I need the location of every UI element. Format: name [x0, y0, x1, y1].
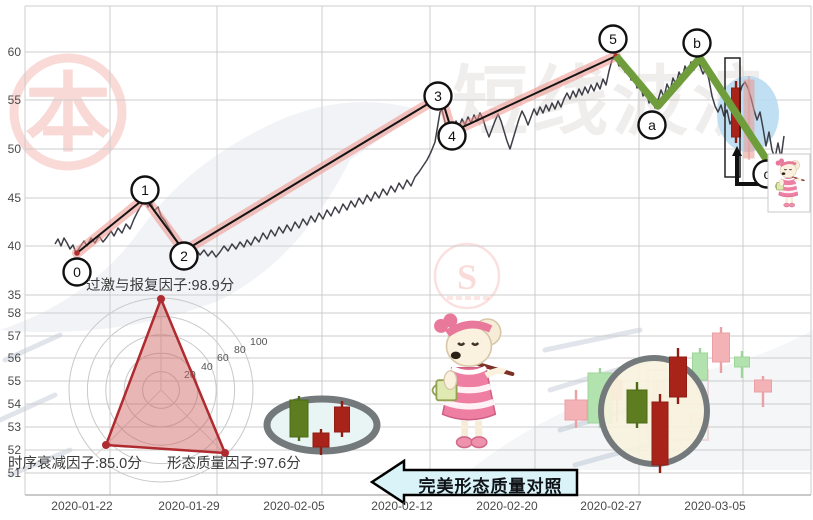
- radar-ring-label: 20: [184, 369, 196, 381]
- solid-candles: [289, 348, 687, 473]
- callout-label: 完美形态质量对照: [418, 477, 563, 496]
- wave-circle-4: [437, 121, 467, 151]
- radar-vertex-dot: [102, 441, 110, 449]
- wave-circle-label-3: 3: [434, 88, 442, 104]
- wave-fragment-watermark: [0, 392, 58, 423]
- x-tick-label: 2020-01-29: [158, 499, 220, 513]
- wave-circle-2: [169, 241, 199, 271]
- candle-body: [289, 399, 309, 438]
- impulse-wave-line: [76, 55, 617, 254]
- y-tick-label-top: 40: [7, 239, 21, 253]
- impulse-vertex-dot: [74, 250, 80, 256]
- radar-spoke: [160, 389, 227, 456]
- y-tick-label-top: 60: [7, 45, 21, 59]
- factor-label-overshoot-retaliation: 过激与报复因子:98.9分: [86, 278, 235, 294]
- candle-body: [712, 332, 730, 363]
- wave-circle-0: [62, 257, 92, 287]
- candle-body: [743, 79, 755, 159]
- y-tick-label-top: 35: [7, 288, 21, 302]
- x-tick-label: 2020-02-05: [263, 499, 325, 513]
- y-tick-label-bottom: 58: [7, 306, 21, 320]
- wave-circle-label-b: b: [693, 35, 701, 51]
- wave-circle-label-1: 1: [141, 182, 149, 198]
- candle-body: [564, 399, 588, 421]
- radar-ring-label: 40: [201, 361, 213, 373]
- y-tick-label-top: 55: [7, 93, 21, 107]
- wave-fragment-watermark: [2, 332, 63, 363]
- x-tick-label: 2020-02-12: [371, 499, 433, 513]
- x-tick-label: 2020-02-27: [580, 499, 642, 513]
- correction-wave-line: [613, 53, 774, 168]
- y-tick-label-bottom: 54: [7, 397, 21, 411]
- y-tick-label-top: 45: [7, 191, 21, 205]
- red-seal-circle-watermark: [9, 53, 127, 171]
- wave-circle-1: [130, 175, 160, 205]
- factor-label-time-decay: 时序衰减因子:85.0分: [8, 456, 142, 472]
- wave-circle-label-a: a: [648, 117, 656, 133]
- wave-circle-a: [637, 110, 667, 140]
- x-tick-label: 2020-03-05: [684, 499, 746, 513]
- candle-body: [334, 406, 350, 433]
- x-tick-label: 2020-02-20: [476, 499, 538, 513]
- s-badge-dots-watermark: [456, 296, 462, 300]
- wave-circle-label-c: c: [764, 166, 771, 182]
- wave-circle-label-2: 2: [180, 248, 188, 264]
- s-badge-dots-watermark: [474, 296, 480, 300]
- wave-circle-3: [423, 81, 453, 111]
- wave-circle-label-4: 4: [448, 128, 456, 144]
- wave-circle-b: [682, 28, 712, 58]
- s-badge-letter-watermark: S: [457, 257, 477, 297]
- radar-score-triangle: [104, 297, 227, 455]
- red-seal-char-watermark: 本: [25, 66, 111, 162]
- radar-ring-label: 100: [250, 336, 268, 348]
- radar-vertex-dot: [221, 449, 229, 457]
- radar-chart: 20 40 60 80 100: [68, 295, 268, 483]
- candle-body: [734, 356, 750, 368]
- wave-circle-label-5: 5: [609, 31, 617, 47]
- candle-body: [312, 432, 330, 448]
- candle-body: [651, 401, 669, 466]
- y-tick-label-bottom: 57: [7, 329, 21, 343]
- y-tick-label-bottom: 55: [7, 374, 21, 388]
- mascot-mini-box: [767, 153, 811, 213]
- y-tick-label-bottom: 56: [7, 351, 21, 365]
- callout-arrow-shape: [369, 458, 579, 506]
- great-wave-watermark: [0, 102, 420, 332]
- pointer-arrow-head: [732, 146, 742, 156]
- y-tick-label-bottom: 52: [7, 443, 21, 457]
- candle-body: [669, 356, 687, 398]
- y-tick-label-top: 50: [7, 142, 21, 156]
- wave-fragment-watermark: [7, 447, 73, 478]
- candle-body: [626, 389, 648, 424]
- radar-ring-label: 80: [234, 344, 246, 356]
- radar-ring-label: 60: [217, 352, 229, 364]
- candle-body: [754, 379, 772, 393]
- factor-label-shape-quality: 形态质量因子:97.6分: [167, 456, 301, 472]
- y-tick-label-bottom: 53: [7, 420, 21, 434]
- wave-circle-label-0: 0: [73, 264, 81, 280]
- wave-circle-5: [598, 24, 628, 54]
- s-badge-dots-watermark: [483, 296, 489, 300]
- s-badge-dots-watermark: [447, 296, 453, 300]
- radar-vertex-dot: [157, 295, 165, 303]
- wave-fragment-watermark: [542, 327, 643, 353]
- x-tick-label: 2020-01-22: [51, 499, 113, 513]
- s-badge-ring-watermark: [433, 242, 501, 310]
- s-badge-dots-watermark: [465, 296, 471, 300]
- y-tick-label-bottom: 51: [7, 466, 21, 480]
